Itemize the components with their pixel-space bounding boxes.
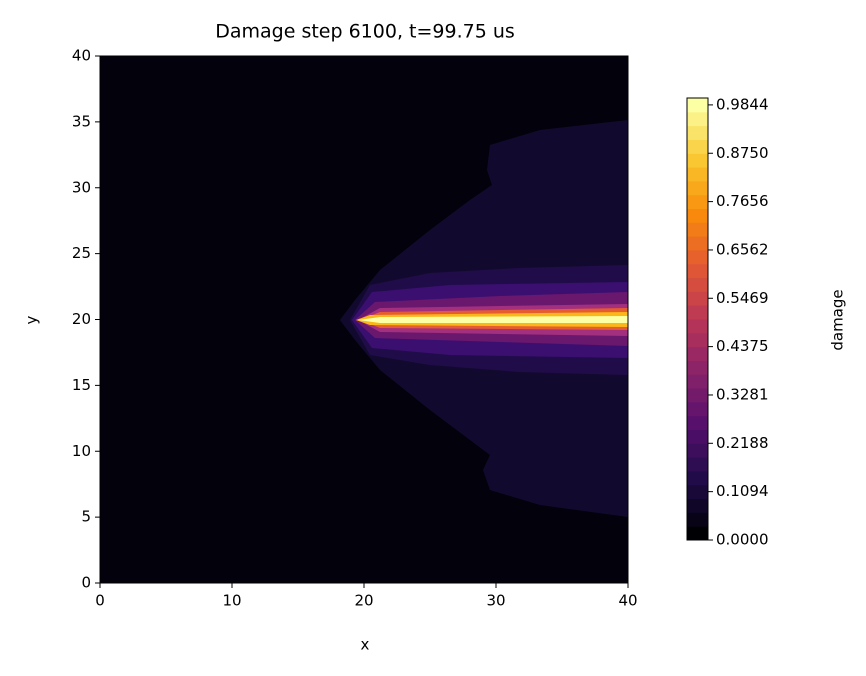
colorbar-tick-label: 0.5469 [716,289,769,307]
colorbar-band [687,263,708,279]
colorbar-band [687,98,708,113]
colorbar-band [687,374,708,389]
colorbar-band [687,167,708,182]
colorbar-band [687,139,708,154]
colorbar-tick-label: 0.7656 [716,192,769,210]
x-tick-label: 20 [354,592,373,610]
colorbar-band [687,526,708,541]
y-tick-label: 15 [72,376,91,394]
colorbar-tick-label: 0.3281 [716,385,769,403]
colorbar-band [687,305,708,320]
colorbar-band [687,401,708,417]
colorbar-band [687,236,708,251]
colorbar-tick-label: 0.8750 [716,144,769,162]
colorbar-tick-label: 0.9844 [716,95,769,113]
y-tick-label: 25 [72,244,91,262]
colorbar-tick-label: 0.2188 [716,434,769,452]
colorbar-band [687,332,708,348]
y-tick-label: 5 [81,508,91,526]
colorbar-tick-label: 0.6562 [716,240,769,258]
colorbar-band [687,512,708,527]
colorbar-band [687,194,708,209]
y-tick-label: 30 [72,178,91,196]
colorbar-band [687,125,708,140]
x-tick-label: 40 [618,592,637,610]
y-tick-label: 0 [81,574,91,592]
colorbar-band [687,291,708,306]
colorbar-band [687,180,708,196]
colorbar-band [687,457,708,472]
colorbar-band [687,484,708,500]
x-axis-label: x [361,636,370,654]
colorbar-band [687,319,708,334]
colorbar-band [687,222,708,237]
y-tick-label: 10 [72,442,91,460]
colorbar-band [687,208,708,223]
colorbar-band [687,498,708,513]
colorbar-band [687,111,708,127]
y-tick-label: 35 [72,112,91,130]
colorbar-frame [686,97,709,541]
x-tick-label: 30 [486,592,505,610]
contour-field [100,56,628,583]
colorbar-band [687,388,708,403]
colorbar-band [687,277,708,292]
y-tick-label: 20 [72,310,91,328]
x-tick-label: 10 [222,592,241,610]
colorbar-label: damage [829,289,847,350]
contour-band [358,316,628,323]
colorbar-band [687,415,708,430]
chart-title: Damage step 6100, t=99.75 us [215,21,515,43]
colorbar-band [687,360,708,375]
colorbar-band [687,249,708,265]
colorbar-band [687,429,708,444]
colorbar-band [687,470,708,486]
y-tick-label: 40 [72,47,91,65]
colorbar-band [687,443,708,458]
x-tick-label: 0 [95,592,105,610]
y-axis-label: y [23,315,41,324]
colorbar-tick-label: 0.0000 [716,531,769,549]
colorbar-band [687,153,708,168]
colorbar-band [687,346,708,361]
colorbar-tick-label: 0.1094 [716,482,769,500]
colorbar-tick-label: 0.4375 [716,337,769,355]
